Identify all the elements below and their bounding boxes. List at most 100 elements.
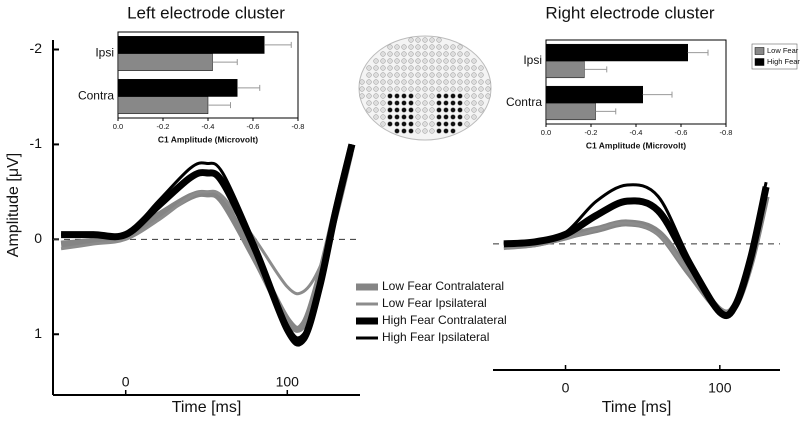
electrode: [478, 79, 484, 85]
line-series: [503, 181, 768, 316]
electrode: [380, 100, 386, 106]
legend-label: Low Fear Ipsilateral: [382, 296, 487, 310]
electrode: [464, 65, 470, 71]
electrode: [443, 93, 449, 99]
electrode: [471, 79, 477, 85]
line-series: [61, 144, 354, 340]
electrode: [380, 93, 386, 99]
electrode: [401, 65, 407, 71]
electrode: [471, 100, 477, 106]
electrode: [408, 58, 414, 64]
electrode: [401, 72, 407, 78]
x-tick-label: 100: [708, 380, 732, 396]
electrode: [415, 86, 421, 92]
electrode: [443, 121, 449, 127]
legend-label: High Fear Contralateral: [382, 313, 507, 327]
legend-swatch: [754, 58, 765, 66]
x-tick-label: -0.2: [585, 128, 598, 137]
electrode: [450, 79, 456, 85]
electrode: [380, 51, 386, 57]
electrode: [436, 128, 442, 134]
electrode: [464, 51, 470, 57]
x-tick-label: -0.8: [720, 128, 733, 137]
y-axis-label: Amplitude [μV]: [5, 153, 22, 257]
electrode: [450, 58, 456, 64]
bar: [117, 36, 265, 54]
electrode: [457, 93, 463, 99]
electrode: [408, 37, 414, 43]
electrode: [450, 65, 456, 71]
electrode: [457, 114, 463, 120]
x-tick-label: 0.0: [541, 128, 551, 137]
electrode: [401, 93, 407, 99]
electrode: [394, 100, 400, 106]
electrode: [415, 58, 421, 64]
electrode: [464, 107, 470, 113]
x-axis-label: C1 Amplitude (Microvolt): [586, 140, 686, 150]
electrode: [387, 100, 393, 106]
electrode: [457, 72, 463, 78]
electrode: [373, 107, 379, 113]
electrode: [457, 107, 463, 113]
electrode: [478, 93, 484, 99]
x-tick-label: 0: [562, 380, 570, 396]
x-axis-label: Time [ms]: [172, 399, 242, 416]
electrode: [429, 100, 435, 106]
electrode: [422, 93, 428, 99]
electrode: [422, 100, 428, 106]
electrode: [429, 65, 435, 71]
electrode: [373, 86, 379, 92]
electrode: [443, 86, 449, 92]
electrode: [422, 37, 428, 43]
bar: [117, 96, 209, 114]
electrode: [415, 93, 421, 99]
electrode: [394, 128, 400, 134]
x-tick-label: -0.4: [630, 128, 643, 137]
electrode: [485, 86, 491, 92]
legend-label: Low Fear Contralateral: [382, 279, 504, 293]
electrode: [443, 65, 449, 71]
electrode: [443, 58, 449, 64]
electrode: [450, 107, 456, 113]
electrode: [394, 121, 400, 127]
electrode: [366, 100, 372, 106]
electrode: [387, 121, 393, 127]
electrode: [457, 121, 463, 127]
electrode: [443, 72, 449, 78]
x-tick-label: 0: [122, 374, 130, 390]
electrode: [450, 93, 456, 99]
electrode: [401, 114, 407, 120]
electrode: [478, 86, 484, 92]
electrode: [387, 86, 393, 92]
x-axis-label: C1 Amplitude (Microvolt): [158, 134, 258, 144]
electrode: [457, 86, 463, 92]
electrode: [415, 51, 421, 57]
category-label: Ipsi: [95, 46, 114, 60]
electrode: [443, 51, 449, 57]
electrode: [394, 79, 400, 85]
electrode: [429, 37, 435, 43]
electrode: [359, 93, 365, 99]
electrode: [366, 86, 372, 92]
electrode: [478, 65, 484, 71]
electrode: [429, 128, 435, 134]
electrode: [422, 65, 428, 71]
electrode: [401, 51, 407, 57]
electrode: [415, 128, 421, 134]
electrode: [485, 79, 491, 85]
electrode: [429, 114, 435, 120]
electrode: [408, 107, 414, 113]
electrode: [443, 44, 449, 50]
electrode: [380, 65, 386, 71]
electrode: [394, 86, 400, 92]
electrode: [380, 107, 386, 113]
electrode: [478, 100, 484, 106]
electrode: [373, 58, 379, 64]
bar: [545, 43, 688, 62]
electrode: [457, 51, 463, 57]
electrode: [394, 72, 400, 78]
electrode: [429, 93, 435, 99]
electrode: [401, 107, 407, 113]
electrode: [464, 86, 470, 92]
